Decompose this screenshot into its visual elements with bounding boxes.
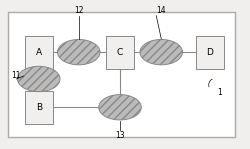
Bar <box>8 12 235 137</box>
Text: D: D <box>206 48 214 57</box>
Circle shape <box>18 66 60 92</box>
Bar <box>25 36 52 69</box>
Text: 1: 1 <box>218 88 222 97</box>
Circle shape <box>140 39 182 65</box>
Text: C: C <box>117 48 123 57</box>
Text: 14: 14 <box>156 6 166 15</box>
Text: 11: 11 <box>12 72 21 80</box>
Bar <box>25 91 52 124</box>
Text: 13: 13 <box>115 131 125 140</box>
Text: B: B <box>36 103 42 112</box>
Bar <box>196 36 224 69</box>
Bar <box>106 36 134 69</box>
Text: A: A <box>36 48 42 57</box>
Circle shape <box>58 39 100 65</box>
Text: 12: 12 <box>74 6 84 15</box>
Circle shape <box>99 95 141 120</box>
